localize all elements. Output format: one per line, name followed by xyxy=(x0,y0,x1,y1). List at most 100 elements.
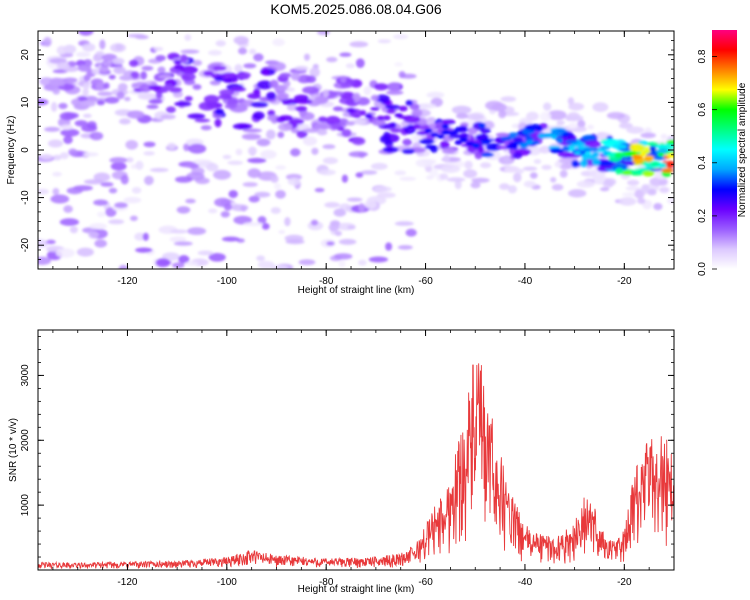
spectrogram-blob xyxy=(666,197,674,204)
spectrogram-blob xyxy=(358,203,365,213)
colorbar-tick-label: 0.0 xyxy=(697,262,708,276)
spectrogram-blob xyxy=(219,89,235,96)
spectrogram-blob xyxy=(451,105,472,115)
x-tick-label: -100 xyxy=(217,577,237,588)
spectrogram-blob xyxy=(51,101,58,112)
spectrogram-blob xyxy=(82,88,89,96)
spectrogram-blob xyxy=(117,83,128,92)
spectrogram-blob xyxy=(257,216,267,225)
snr-panel: -120 -100 -80 -60 -40 -20 1000 2000 3000 Height … xyxy=(8,329,675,595)
spectrogram-blob xyxy=(629,143,645,152)
spectrogram-blob xyxy=(549,148,565,154)
spectrogram-ridge-blob xyxy=(436,134,445,139)
spectrogram-blob xyxy=(187,113,206,119)
spectrogram-blob xyxy=(169,236,187,243)
spectrogram-blob xyxy=(426,175,434,180)
spectrogram-blob xyxy=(284,217,291,227)
spectrogram-blob xyxy=(269,265,289,269)
spectrogram-blob xyxy=(334,230,342,237)
spectrogram-blob xyxy=(142,232,149,241)
spectrogram-blob xyxy=(508,147,516,155)
spectrogram-blob xyxy=(183,143,190,152)
spectrogram-blob xyxy=(584,140,602,148)
spectrogram-blob xyxy=(640,184,650,195)
spectrogram-blob xyxy=(123,196,142,204)
spectrogram-blob xyxy=(559,163,572,170)
y-tick-label: 3000 xyxy=(20,364,31,387)
spectrogram-blob xyxy=(74,120,88,127)
spectrogram-blob xyxy=(318,116,328,123)
spectrogram-blob xyxy=(364,199,377,209)
y-tick-label: 20 xyxy=(20,49,31,61)
spectrogram-blob xyxy=(480,162,492,169)
spectrogram-blob xyxy=(326,56,338,63)
spectrogram-ridge-blob xyxy=(639,152,647,157)
spectrogram-ridge-blob xyxy=(359,110,367,116)
spectrogram-blob xyxy=(221,236,240,242)
spectrogram-ridge-blob xyxy=(513,137,523,142)
spectrogram-blob xyxy=(238,47,247,55)
spectrogram-ridge-blob xyxy=(346,108,356,113)
spectrogram-blob xyxy=(376,192,396,199)
spectrogram-blob xyxy=(275,190,286,199)
spectrogram-blob xyxy=(620,160,637,166)
spectrogram-blob xyxy=(324,202,340,208)
spectrogram-blob xyxy=(149,167,169,173)
spectrogram-blob xyxy=(233,215,252,225)
spectrogram-blob xyxy=(568,189,587,198)
spectrogram-blob xyxy=(260,149,277,159)
spectrogram-blob xyxy=(279,72,292,78)
spectrogram-ridge-blob xyxy=(550,134,558,139)
spectrogram-blob xyxy=(351,137,366,146)
spectrogram-ridge-blob xyxy=(543,132,553,138)
spectrogram-blob xyxy=(640,132,656,139)
spectrogram-blob xyxy=(606,112,626,120)
spectrogram-blob xyxy=(247,146,257,156)
spectrogram-blob xyxy=(523,180,536,188)
spectrogram-blob xyxy=(192,84,202,90)
spectrogram-blob xyxy=(305,75,317,83)
spectrogram-blob xyxy=(441,123,450,130)
spectrogram-blob xyxy=(155,258,171,268)
spectrogram-blob xyxy=(309,67,321,78)
spectrogram-blob xyxy=(256,138,271,147)
spectrogram-blob xyxy=(275,165,286,170)
spectrogram-blob xyxy=(101,61,113,67)
spectrogram-blob xyxy=(340,75,347,83)
spectrogram-blob xyxy=(401,148,415,154)
spectrogram-ridge-blob xyxy=(525,140,535,145)
spectrogram-blob xyxy=(498,109,507,119)
spectrogram-blob xyxy=(379,135,391,144)
x-tick-label: -100 xyxy=(217,276,237,287)
spectrogram-blob xyxy=(429,167,439,178)
spectrogram-blob xyxy=(127,33,146,38)
spectrogram-ridge-blob xyxy=(506,144,518,149)
spectrogram-blob xyxy=(92,55,104,62)
spectrogram-blob xyxy=(51,78,66,87)
spectrogram-blob xyxy=(302,128,321,133)
spectrogram-blob xyxy=(290,72,301,81)
spectrogram-xlabel: Height of straight line (km) xyxy=(298,285,415,296)
spectrogram-blob xyxy=(440,164,461,173)
spectrogram-blob xyxy=(265,129,276,140)
spectrogram-blob xyxy=(604,178,617,186)
spectrogram-blob xyxy=(181,72,196,81)
spectrogram-blob xyxy=(235,148,243,156)
spectrogram-blob xyxy=(213,65,227,71)
spectrogram-blob xyxy=(317,31,330,36)
spectrogram-blob xyxy=(130,215,138,221)
spectrogram-blob xyxy=(69,226,78,234)
spectrogram-blob xyxy=(655,144,668,149)
spectrogram-blob xyxy=(659,186,670,194)
spectrogram-blob xyxy=(385,242,393,251)
spectrogram-ridge-blob xyxy=(500,136,512,141)
spectrogram-blob xyxy=(215,108,224,115)
spectrogram-blob xyxy=(110,43,126,53)
spectrogram-blob xyxy=(95,81,105,91)
spectrogram-blob xyxy=(241,133,261,140)
spectrogram-ridge-blob xyxy=(657,152,665,157)
spectrogram-blob xyxy=(398,71,406,79)
spectrogram-blob xyxy=(587,124,594,130)
spectrogram-blob xyxy=(82,82,90,90)
spectrogram-blob xyxy=(213,169,231,180)
